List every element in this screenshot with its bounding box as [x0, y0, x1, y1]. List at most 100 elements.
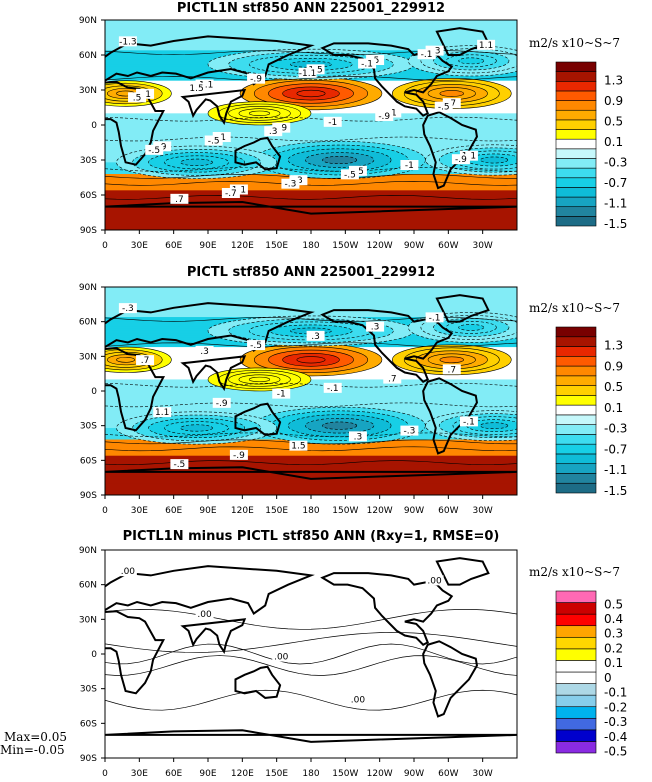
contour-label: -1.3: [119, 37, 137, 47]
contour-label: .3: [311, 332, 320, 342]
field-band: [105, 298, 517, 302]
colorbar-swatch: [555, 138, 597, 150]
field-contour: [180, 424, 213, 432]
colorbar-swatch: [555, 61, 597, 72]
contour-label-box: [289, 440, 308, 451]
contour-label-box: [247, 73, 266, 84]
colorbar-label: -1.1: [604, 463, 627, 477]
field-band: [105, 485, 517, 489]
contour-label-box: [434, 101, 453, 112]
contour-label-box: [153, 407, 172, 418]
field-band: [105, 391, 517, 394]
field-band: [105, 132, 517, 135]
contour-label-box: [281, 178, 300, 189]
field-band: [105, 125, 517, 128]
field-band: [105, 183, 517, 187]
field-band: [105, 451, 517, 454]
contour-label-box: [212, 397, 231, 408]
colorbar-label: 0.5: [604, 597, 623, 611]
colorbar-label: -0.3: [604, 715, 627, 729]
x-tick-label: 30W: [472, 506, 492, 516]
field-band: [105, 384, 517, 387]
contour-label: 1.1: [479, 41, 493, 51]
colorbar-swatch: [555, 636, 597, 650]
plot-area: -1.3-1.1-.9-.5-.3-.1.1.3.5.7.91.11.5-11.…: [105, 20, 517, 230]
contour-label: -.1: [361, 60, 373, 70]
field-band: [105, 397, 517, 401]
field-band: [105, 464, 517, 468]
contour-label-box: [323, 116, 342, 127]
contour-label: -.1: [429, 313, 441, 323]
x-tick-label: 90E: [199, 769, 216, 779]
colorbar-label: -0.7: [604, 176, 627, 190]
field-band: [105, 474, 517, 478]
field-band: [105, 218, 517, 222]
colorbar-swatch: [555, 158, 597, 169]
field-band: [105, 404, 517, 408]
y-tick-label: 60S: [80, 191, 97, 201]
field-band: [105, 444, 517, 448]
contour-label-box: [348, 694, 367, 705]
colorbar-swatch: [555, 326, 597, 338]
colorbar-swatch: [555, 187, 597, 198]
colorbar-swatch: [555, 590, 597, 603]
contour-label: -1: [328, 118, 337, 128]
coastline: [320, 572, 454, 646]
y-tick-label: 90S: [80, 754, 97, 764]
field-band: [105, 296, 517, 300]
field-band: [105, 307, 517, 311]
contour-label: -.5: [250, 341, 262, 351]
field-band: [105, 303, 517, 307]
field-band: [105, 291, 517, 295]
y-tick-label: 0: [91, 387, 97, 397]
field-band: [105, 455, 517, 459]
field-band: [105, 492, 517, 495]
y-tick-label: 90S: [80, 491, 97, 501]
contour-label-box: [229, 449, 248, 460]
field-band: [105, 20, 517, 23]
chart-panel-3: PICTL1N minus PICTL stf850 ANN (Rxy=1, R…: [0, 529, 627, 779]
field-band: [105, 34, 517, 37]
contour-label: -.1: [327, 384, 339, 394]
field-band: [105, 202, 517, 205]
plot-area: .00 .00 .00 .00 .00: [105, 550, 517, 758]
contour-line: [105, 116, 517, 122]
coastline: [320, 309, 454, 383]
x-tick-label: 0: [102, 506, 108, 516]
y-tick-label: 90N: [79, 546, 97, 556]
field-band: [105, 471, 517, 475]
colorbar: 1.3 0.9 0.5 0.1 -0.3 -0.7 -1.1 -1.5: [555, 326, 627, 498]
contour-label: 1.5: [189, 84, 203, 94]
unit-label: m2/s x10~S~7: [529, 36, 620, 50]
field-band: [105, 136, 517, 140]
x-tick-label: 90E: [199, 241, 216, 251]
y-tick-label: 90N: [79, 16, 97, 26]
field-band: [105, 213, 517, 217]
colorbar-swatch: [555, 414, 597, 425]
field-band: [105, 122, 517, 126]
coastline: [320, 42, 454, 117]
plot-area: -.3 .3 -1 .3 -.1 .7 -.9 1.5 .3 .7 1.1 -.9 .3 .7 -.1 -.5…: [105, 287, 517, 495]
colorbar-swatch: [555, 196, 597, 208]
x-tick-label: 90W: [404, 769, 424, 779]
field-contour: [458, 324, 485, 331]
x-tick-label: 120W: [367, 241, 393, 251]
coastline: [435, 294, 490, 323]
contour-label: 1.5: [291, 442, 305, 452]
field-band: [105, 216, 517, 219]
chart-title: PICTL1N minus PICTL stf850 ANN (Rxy=1, R…: [123, 529, 500, 544]
contour-label-box: [442, 364, 461, 375]
x-tick-label: 90W: [404, 506, 424, 516]
colorbar-swatch: [555, 671, 597, 684]
colorbar-swatch: [555, 365, 597, 377]
field-band: [105, 467, 517, 471]
colorbar-label: 0: [604, 671, 612, 685]
colorbar-swatch: [555, 119, 597, 130]
contour-label-box: [451, 154, 470, 165]
y-tick-label: 30N: [79, 86, 97, 96]
colorbar-swatch: [555, 177, 597, 188]
field-contour: [296, 89, 326, 98]
contour-line: [105, 402, 517, 408]
colorbar-label: -0.3: [604, 155, 627, 169]
field-band: [105, 223, 517, 226]
